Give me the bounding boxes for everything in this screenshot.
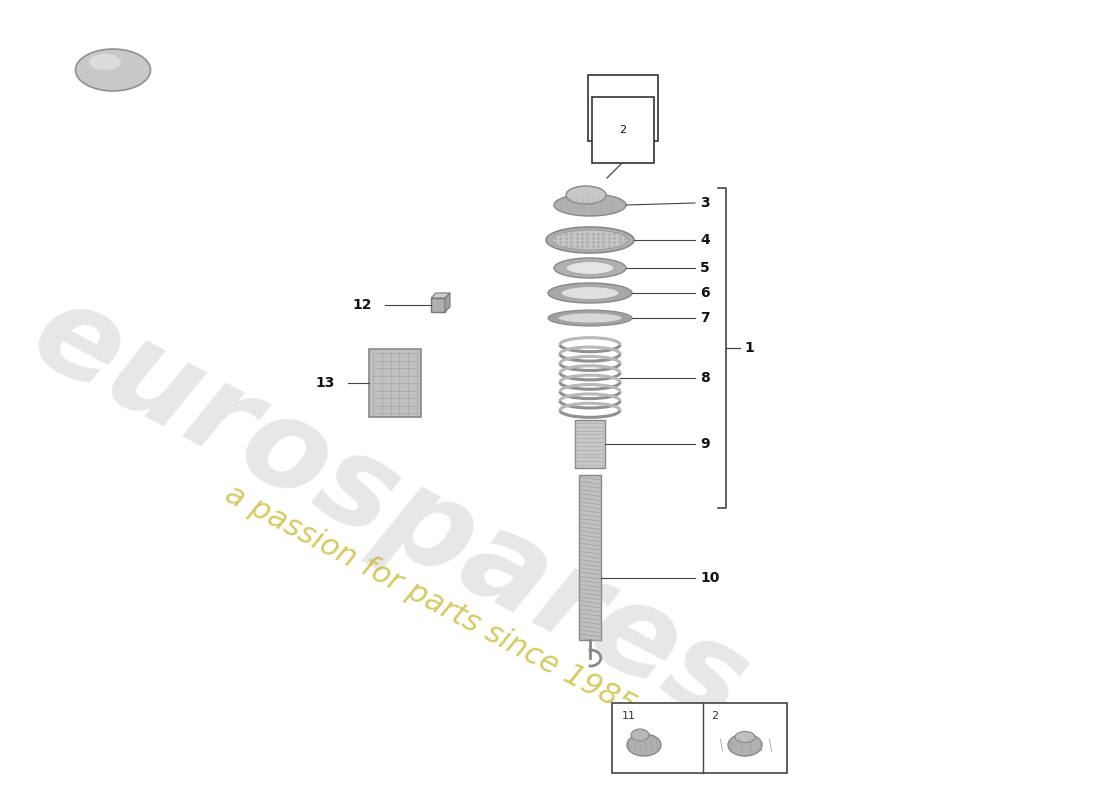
FancyBboxPatch shape	[612, 703, 786, 773]
Text: 7: 7	[700, 311, 710, 325]
Polygon shape	[431, 293, 450, 298]
Ellipse shape	[548, 283, 632, 303]
Text: 5: 5	[700, 261, 710, 275]
Ellipse shape	[552, 230, 628, 250]
Text: 8: 8	[700, 370, 710, 385]
Ellipse shape	[631, 729, 649, 741]
Ellipse shape	[561, 286, 619, 299]
Text: 6: 6	[700, 286, 710, 300]
Text: eurospares: eurospares	[13, 271, 768, 749]
Text: 4: 4	[700, 233, 710, 247]
Text: 2: 2	[619, 125, 627, 135]
FancyBboxPatch shape	[431, 298, 446, 312]
Text: 12: 12	[352, 298, 372, 312]
Polygon shape	[575, 420, 605, 468]
Text: 1: 1	[744, 341, 754, 355]
Ellipse shape	[735, 731, 755, 742]
Ellipse shape	[89, 54, 121, 70]
Ellipse shape	[558, 313, 622, 323]
Text: a passion for parts since 1985: a passion for parts since 1985	[220, 479, 640, 721]
Ellipse shape	[554, 258, 626, 278]
Ellipse shape	[566, 186, 606, 204]
Ellipse shape	[566, 262, 614, 274]
Ellipse shape	[627, 734, 661, 756]
Polygon shape	[579, 475, 601, 640]
Text: 3: 3	[700, 196, 710, 210]
Ellipse shape	[548, 310, 632, 326]
FancyBboxPatch shape	[368, 349, 421, 417]
Text: 10: 10	[700, 570, 719, 585]
Ellipse shape	[728, 734, 762, 756]
Text: 13: 13	[316, 376, 336, 390]
Text: 11: 11	[616, 103, 630, 113]
Ellipse shape	[554, 194, 626, 216]
Text: 2: 2	[711, 711, 718, 721]
Text: 11: 11	[621, 711, 636, 721]
Ellipse shape	[76, 49, 151, 91]
Ellipse shape	[546, 227, 634, 253]
Text: 9: 9	[700, 437, 710, 451]
Polygon shape	[446, 293, 450, 312]
